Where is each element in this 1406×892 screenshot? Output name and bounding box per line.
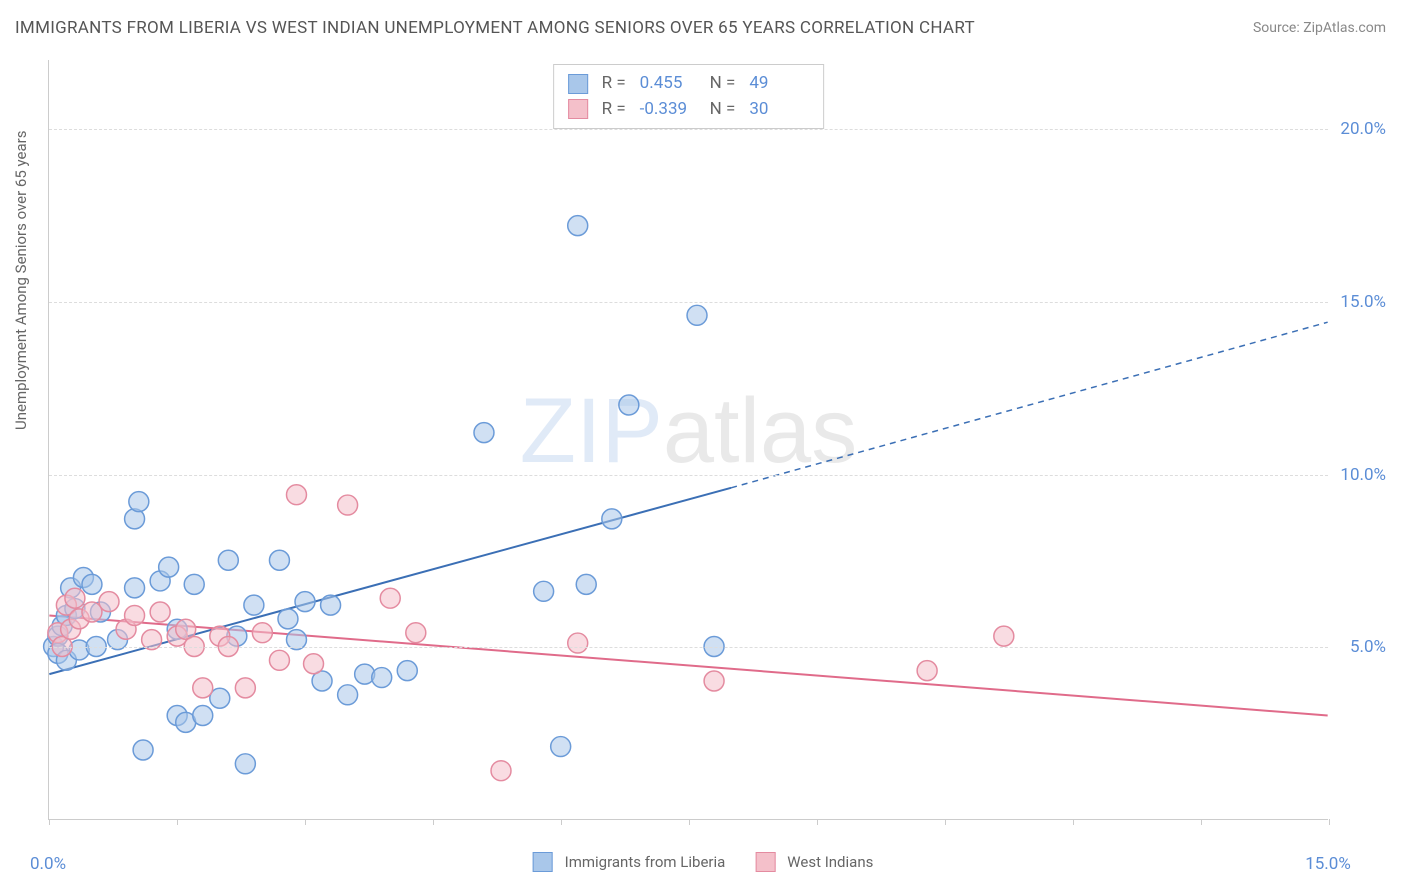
data-point xyxy=(321,595,341,615)
legend-row-series-1: R = 0.455 N = 49 xyxy=(568,71,810,97)
legend-label-2: West Indians xyxy=(787,853,873,871)
data-point xyxy=(406,623,426,643)
swatch-series-2b xyxy=(755,852,775,872)
trend-line-dash-0 xyxy=(731,322,1328,488)
y-tick-label: 5.0% xyxy=(1350,637,1386,657)
data-point xyxy=(491,761,511,781)
source-attribution: Source: ZipAtlas.com xyxy=(1253,20,1386,36)
data-point xyxy=(534,581,554,601)
gridline-h xyxy=(49,647,1328,648)
tick-x xyxy=(561,819,562,825)
data-point xyxy=(244,595,264,615)
gridline-h xyxy=(49,302,1328,303)
legend-row-series-2: R = -0.339 N = 30 xyxy=(568,97,810,123)
data-point xyxy=(159,557,179,577)
tick-x xyxy=(817,819,818,825)
data-point xyxy=(338,685,358,705)
gridline-h xyxy=(49,475,1328,476)
data-point xyxy=(184,574,204,594)
data-point xyxy=(576,574,596,594)
r-label-2: R = xyxy=(602,97,626,123)
data-point xyxy=(278,609,298,629)
data-point xyxy=(99,592,119,612)
tick-x xyxy=(1329,819,1330,825)
data-point xyxy=(704,671,724,691)
data-point xyxy=(602,509,622,529)
n-value-2: 30 xyxy=(749,97,809,123)
n-label-1: N = xyxy=(710,71,736,97)
tick-x xyxy=(1073,819,1074,825)
swatch-series-1 xyxy=(568,74,588,94)
data-point xyxy=(372,668,392,688)
r-value-2: -0.339 xyxy=(640,97,700,123)
r-label-1: R = xyxy=(602,71,626,97)
y-axis-label: Unemployment Among Seniors over 65 years xyxy=(12,131,30,430)
correlation-legend: R = 0.455 N = 49 R = -0.339 N = 30 xyxy=(553,64,825,129)
data-point xyxy=(380,588,400,608)
data-point xyxy=(687,305,707,325)
data-point xyxy=(193,706,213,726)
data-point xyxy=(65,588,85,608)
x-tick-15: 15.0% xyxy=(1305,854,1351,874)
data-point xyxy=(82,574,102,594)
tick-x xyxy=(49,819,50,825)
data-point xyxy=(218,550,238,570)
data-point xyxy=(568,216,588,236)
tick-x xyxy=(1201,819,1202,825)
y-tick-label: 10.0% xyxy=(1340,465,1386,485)
data-point xyxy=(474,423,494,443)
data-point xyxy=(129,492,149,512)
source-link[interactable]: ZipAtlas.com xyxy=(1303,20,1386,36)
data-point xyxy=(125,605,145,625)
data-point xyxy=(304,654,324,674)
data-point xyxy=(397,661,417,681)
legend-item-series-2: West Indians xyxy=(755,852,873,872)
legend-label-1: Immigrants from Liberia xyxy=(565,853,726,871)
data-point xyxy=(269,650,289,670)
scatter-svg xyxy=(49,60,1328,819)
data-point xyxy=(994,626,1014,646)
tick-x xyxy=(689,819,690,825)
swatch-series-2 xyxy=(568,99,588,119)
data-point xyxy=(338,495,358,515)
tick-x xyxy=(305,819,306,825)
chart-plot-area: ZIPatlas R = 0.455 N = 49 R = -0.339 N =… xyxy=(48,60,1328,820)
data-point xyxy=(269,550,289,570)
data-point xyxy=(568,633,588,653)
series-legend: Immigrants from Liberia West Indians xyxy=(533,852,874,872)
data-point xyxy=(917,661,937,681)
data-point xyxy=(619,395,639,415)
data-point xyxy=(551,737,571,757)
data-point xyxy=(125,578,145,598)
tick-x xyxy=(945,819,946,825)
data-point xyxy=(150,602,170,622)
data-point xyxy=(235,678,255,698)
x-tick-0: 0.0% xyxy=(30,854,66,874)
data-point xyxy=(193,678,213,698)
legend-item-series-1: Immigrants from Liberia xyxy=(533,852,726,872)
tick-x xyxy=(177,819,178,825)
data-point xyxy=(252,623,272,643)
chart-title: IMMIGRANTS FROM LIBERIA VS WEST INDIAN U… xyxy=(15,18,975,38)
data-point xyxy=(286,485,306,505)
source-prefix: Source: xyxy=(1253,20,1303,36)
y-tick-label: 15.0% xyxy=(1340,292,1386,312)
n-label-2: N = xyxy=(710,97,736,123)
r-value-1: 0.455 xyxy=(640,71,700,97)
tick-x xyxy=(433,819,434,825)
y-tick-label: 20.0% xyxy=(1340,119,1386,139)
n-value-1: 49 xyxy=(749,71,809,97)
data-point xyxy=(133,740,153,760)
data-point xyxy=(295,592,315,612)
swatch-series-1b xyxy=(533,852,553,872)
gridline-h xyxy=(49,129,1328,130)
data-point xyxy=(235,754,255,774)
